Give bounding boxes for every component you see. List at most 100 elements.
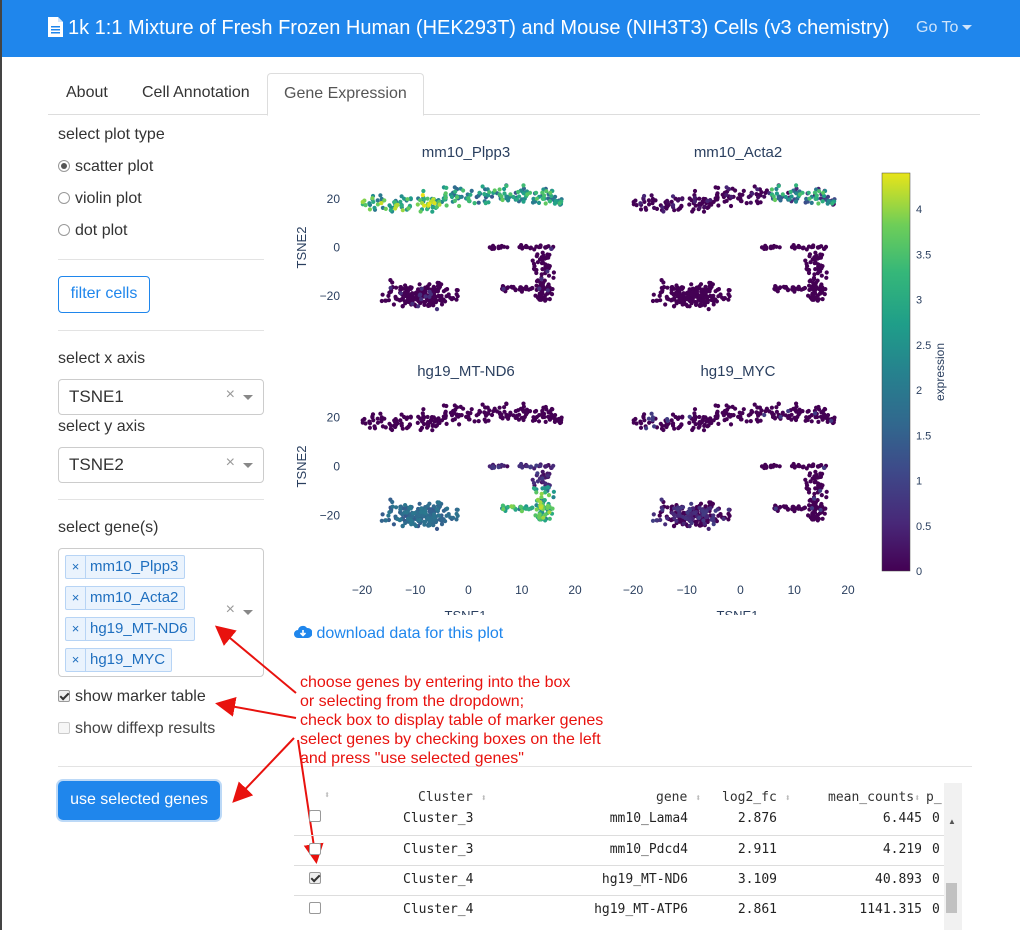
marker-table[interactable]: ⬍ Cluster ⬍ gene ⬍ log2_fc ⬍ mean_counts… [294,783,970,930]
row-checkbox[interactable] [309,872,321,884]
table-row[interactable]: Cluster_4 hg19_MT-ATP6 2.861 1141.315 0 [294,895,944,925]
scatter-point [430,205,435,210]
scatter-point [689,520,694,526]
radio-scatter-label[interactable]: scatter plot [75,158,154,175]
document-icon [48,17,63,37]
table-row[interactable]: Cluster_4 hg19_MT-ND6 3.109 40.893 0 [294,865,944,895]
scatter-point [427,523,432,528]
scatter-point [771,194,776,199]
scatter-point [796,284,801,289]
scatter-point [390,499,395,505]
scatter-point [407,422,413,427]
clear-icon[interactable]: × [225,386,235,403]
x-axis-select[interactable]: TSNE1 × [58,379,264,415]
gene-tag[interactable]: × mm10_Plpp3 [65,555,186,579]
scatter-point [724,417,729,422]
scatter-point [741,407,746,412]
scroll-up-icon[interactable]: ▲ [948,817,956,826]
scatter-point [769,187,774,192]
gene-tag[interactable]: × hg19_MT-ND6 [65,617,195,641]
col-mean-counts[interactable]: mean_counts⬍ [828,790,921,805]
col-p[interactable]: p_ [926,790,942,805]
cell-mean-counts: 1141.315 [859,902,922,917]
scatter-point [543,419,548,424]
chevron-down-icon[interactable] [243,610,253,615]
scatter-point [468,192,473,197]
chevron-down-icon[interactable] [243,463,253,468]
scrollbar-thumb[interactable] [946,883,957,913]
scatter-point [492,188,497,193]
col-log2fc[interactable]: log2_fc ⬍ [722,790,791,805]
scatter-point [669,418,674,423]
goto-menu[interactable]: Go To [916,19,973,37]
scatter-point [420,193,425,198]
scatter-point [534,196,539,201]
arrow [232,737,295,803]
remove-tag-icon[interactable]: × [66,649,86,671]
scatter-point [383,518,389,523]
scatter-point [442,415,447,421]
scatter-point [706,288,711,293]
scatter-point [815,498,820,503]
tab-cell-annotation[interactable]: Cell Annotation [142,84,250,101]
download-link[interactable]: download data for this plot [294,625,503,643]
radio-dot[interactable] [58,224,70,236]
show-marker-label[interactable]: show marker table [75,688,206,705]
cell-cluster: Cluster_4 [403,902,474,917]
col-cluster[interactable]: Cluster ⬍ [418,790,487,805]
scatter-point [363,203,368,208]
radio-violin-label[interactable]: violin plot [75,190,142,207]
scatter-point [427,282,432,287]
scatter-point [408,518,414,523]
scatter-point [689,292,694,297]
y-axis-select[interactable]: TSNE2 × [58,447,264,483]
scatter-plot[interactable]: mm10_Plpp3200−20TSNE2mm10_Acta2hg19_MT-N… [290,135,970,615]
scatter-point [437,504,442,509]
cell-gene: mm10_Lama4 [609,811,688,826]
scatter-point [458,404,463,409]
scatter-point [671,512,676,517]
show-diffexp-checkbox[interactable] [58,722,70,734]
show-diffexp-label[interactable]: show diffexp results [75,720,216,737]
gene-tag[interactable]: × mm10_Acta2 [65,586,186,610]
row-checkbox[interactable] [309,810,321,822]
gene-tag[interactable]: × hg19_MYC [65,648,173,672]
sort-icon[interactable]: ⬍ [324,790,331,801]
scatter-point [370,196,375,201]
row-checkbox[interactable] [309,902,321,914]
show-marker-checkbox[interactable] [58,690,70,702]
scatter-point [794,404,799,409]
radio-violin[interactable] [58,192,70,204]
radio-scatter[interactable] [58,160,70,172]
remove-tag-icon[interactable]: × [66,587,86,609]
scatter-point [812,476,818,481]
scatter-point [818,254,823,259]
col-gene[interactable]: gene ⬍ [656,790,702,805]
gene-multiselect[interactable]: × mm10_Plpp3 × mm10_Acta2 × hg19_MT-ND6 × hg… [58,548,264,677]
tab-gene-expression[interactable]: Gene Expression [267,73,424,116]
chevron-down-icon[interactable] [243,395,253,400]
table-scrollbar[interactable]: ▲ [944,783,962,930]
row-checkbox[interactable] [309,843,321,855]
remove-tag-icon[interactable]: × [66,618,86,640]
scatter-point [540,250,545,255]
clear-icon[interactable]: × [225,454,235,471]
scatter-point [383,298,388,303]
scatter-point [536,419,542,424]
scatter-point [367,425,372,430]
table-row[interactable]: Cluster_3 mm10_Pdcd4 2.911 4.219 0 [294,835,944,865]
scatter-point [691,425,696,430]
clear-icon[interactable]: × [225,601,235,618]
cell-mean-counts: 4.219 [882,842,922,857]
remove-tag-icon[interactable]: × [66,556,86,578]
table-row[interactable]: Cluster_3 mm10_Lama4 2.876 6.445 0 [294,803,944,833]
scatter-point [394,285,399,290]
use-selected-genes-button[interactable]: use selected genes [58,781,220,820]
filter-cells-button[interactable]: filter cells [58,276,150,313]
scatter-point [434,526,440,531]
radio-dot-label[interactable]: dot plot [75,222,128,239]
tab-about[interactable]: About [66,84,108,101]
scatter-point [698,282,704,287]
scatter-point [422,510,427,515]
cell-log2fc: 3.109 [737,872,777,887]
